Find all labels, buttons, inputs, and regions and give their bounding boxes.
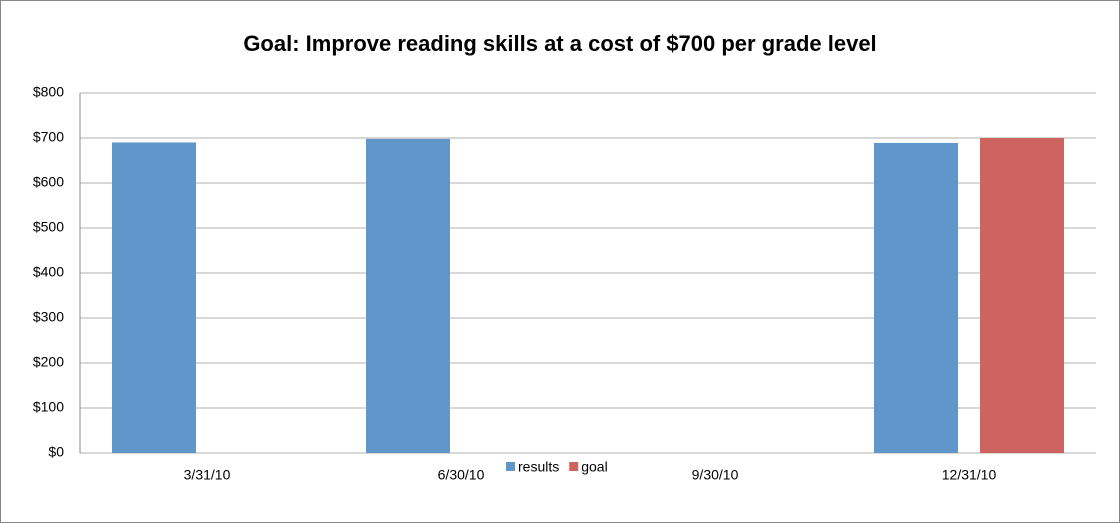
y-tick-label: $700	[33, 129, 64, 145]
y-tick-label: $500	[33, 219, 64, 235]
y-tick-label: $200	[33, 354, 64, 370]
y-tick-label: $0	[48, 444, 64, 460]
y-tick-label: $100	[33, 399, 64, 415]
legend-swatch	[569, 462, 579, 471]
legend-label: results	[518, 459, 559, 475]
y-tick-label: $800	[33, 84, 64, 100]
x-tick-label: 6/30/10	[438, 467, 485, 483]
x-tick-label: 9/30/10	[692, 467, 739, 483]
x-tick-label: 3/31/10	[184, 467, 231, 483]
y-tick-label: $300	[33, 309, 64, 325]
legend-label: goal	[581, 459, 607, 475]
chart-title: Goal: Improve reading skills at a cost o…	[243, 31, 876, 56]
y-tick-label: $400	[33, 264, 64, 280]
x-tick-label: 12/31/10	[942, 467, 997, 483]
y-tick-label: $600	[33, 174, 64, 190]
bar	[366, 138, 450, 453]
bar	[980, 138, 1064, 453]
bar	[874, 142, 958, 453]
bar	[112, 142, 196, 453]
legend-swatch	[506, 462, 515, 471]
